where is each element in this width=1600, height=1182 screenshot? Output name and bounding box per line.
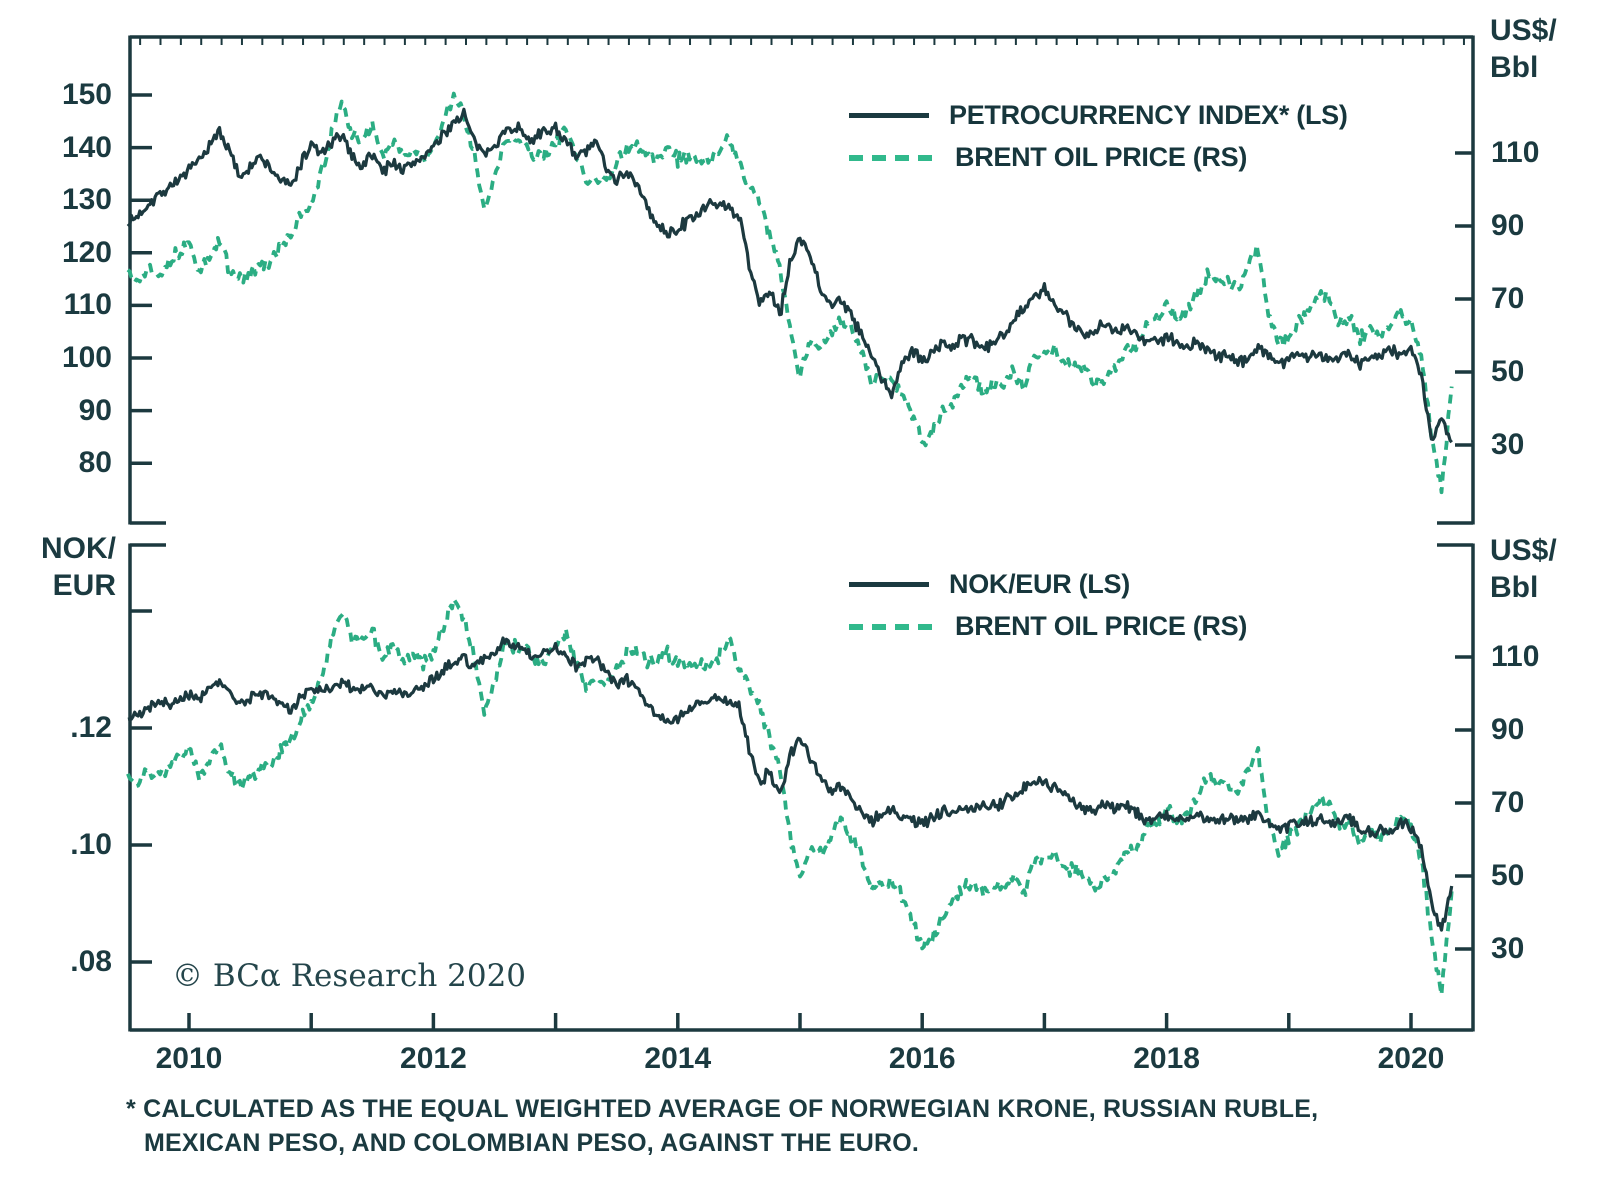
- x-year-label: 2020: [1377, 1042, 1445, 1075]
- copyright-note: © BCα Research 2020: [172, 958, 527, 994]
- y-tick-label-right: 70: [1491, 282, 1525, 315]
- y-tick-label-right: 50: [1491, 859, 1525, 892]
- petrocurrency-line-path: [126, 107, 1453, 444]
- y-tick-label-right: 70: [1491, 786, 1525, 819]
- nokeur-line-path: [127, 636, 1454, 932]
- left-axis-title-line2: EUR: [52, 569, 116, 602]
- y-tick-label-left: 120: [61, 235, 112, 269]
- brent-legend-label-bottom: BRENT OIL PRICE (RS): [955, 611, 1248, 641]
- y-tick-label-left: 100: [61, 341, 112, 374]
- right-axis-title-bottom-line2: Bbl: [1490, 571, 1539, 604]
- x-year-label: 2018: [1133, 1042, 1200, 1075]
- nokeur-line-swatch: [849, 582, 929, 587]
- right-axis-title-top-line1: US$/: [1490, 14, 1557, 47]
- petrocurrency-line-swatch: [849, 113, 929, 118]
- right-axis-title-bottom-line1: US$/: [1490, 534, 1557, 567]
- y-tick-label-right: 30: [1491, 428, 1525, 461]
- right-axis-title-bottom: US$/ Bbl: [1490, 532, 1557, 606]
- x-year-label: 2014: [644, 1042, 712, 1075]
- brent-line-path-top: [126, 91, 1454, 495]
- legend-bottom-panel: NOK/EUR (LS) BRENT OIL PRICE (RS): [849, 568, 1247, 643]
- legend-row-nokeur: NOK/EUR (LS): [849, 568, 1247, 601]
- legend-row-brent-top: BRENT OIL PRICE (RS): [849, 141, 1348, 174]
- petrocurrency-legend-label: PETROCURRENCY INDEX* (LS): [949, 100, 1348, 130]
- x-year-label: 2010: [155, 1042, 223, 1075]
- left-axis-title-line1: NOK/: [41, 532, 116, 565]
- y-tick-label-right: 30: [1491, 932, 1525, 965]
- y-tick-label-left: .08: [70, 945, 112, 978]
- brent-line-path-bottom: [126, 597, 1454, 997]
- legend-row-petrocurrency: PETROCURRENCY INDEX* (LS): [849, 99, 1348, 132]
- y-tick-label-right: 50: [1491, 355, 1525, 388]
- y-tick-label-left: 140: [61, 130, 112, 164]
- footnote-line-2: MEXICAN PESO, AND COLOMBIAN PESO, AGAINS…: [144, 1129, 920, 1157]
- y-tick-label-left: 130: [61, 183, 112, 217]
- right-axis-title-top: US$/ Bbl: [1490, 12, 1557, 86]
- brent-line-swatch-top: [849, 154, 935, 161]
- y-tick-label-left: .12: [70, 711, 112, 744]
- right-axis-title-top-line2: Bbl: [1490, 51, 1539, 84]
- y-tick-label-left: 150: [61, 78, 112, 111]
- y-tick-label-left: .10: [70, 828, 112, 861]
- legend-top-panel: PETROCURRENCY INDEX* (LS) BRENT OIL PRIC…: [849, 99, 1348, 174]
- y-tick-label-right: 90: [1491, 209, 1525, 242]
- left-axis-title-bottom: NOK/ EUR: [0, 530, 116, 604]
- footnote-line-1: * CALCULATED AS THE EQUAL WEIGHTED AVERA…: [126, 1095, 1319, 1123]
- brent-line-swatch-bottom: [849, 623, 935, 630]
- x-year-label: 2012: [400, 1042, 467, 1075]
- nokeur-legend-label: NOK/EUR (LS): [949, 569, 1130, 599]
- y-tick-label-right: 90: [1491, 713, 1525, 746]
- y-tick-label-right: 110: [1491, 640, 1540, 673]
- x-year-label: 2016: [888, 1042, 956, 1075]
- y-tick-label-left: 80: [78, 446, 112, 480]
- y-tick-label-left: 110: [63, 288, 112, 322]
- y-tick-label-left: 90: [78, 393, 112, 427]
- brent-legend-label-top: BRENT OIL PRICE (RS): [955, 142, 1248, 172]
- y-tick-label-right: 110: [1491, 136, 1540, 169]
- legend-row-brent-bottom: BRENT OIL PRICE (RS): [849, 610, 1247, 643]
